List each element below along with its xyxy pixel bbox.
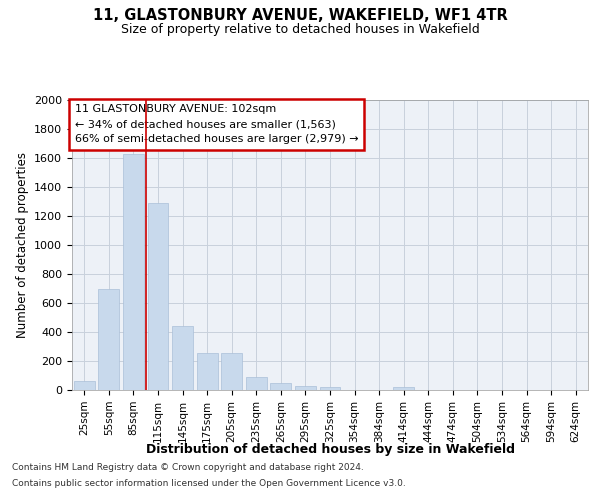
Bar: [123, 154, 144, 390]
Bar: [320, 387, 340, 390]
Text: Contains public sector information licensed under the Open Government Licence v3: Contains public sector information licen…: [12, 478, 406, 488]
Bar: [271, 383, 292, 390]
Text: Size of property relative to detached houses in Wakefield: Size of property relative to detached ho…: [121, 22, 479, 36]
Bar: [221, 353, 242, 390]
Bar: [172, 326, 193, 390]
Bar: [246, 377, 267, 390]
Text: 11, GLASTONBURY AVENUE, WAKEFIELD, WF1 4TR: 11, GLASTONBURY AVENUE, WAKEFIELD, WF1 4…: [92, 8, 508, 22]
Bar: [74, 382, 95, 390]
Text: Contains HM Land Registry data © Crown copyright and database right 2024.: Contains HM Land Registry data © Crown c…: [12, 464, 364, 472]
Bar: [98, 288, 119, 390]
Bar: [197, 353, 218, 390]
Bar: [295, 386, 316, 390]
Bar: [393, 387, 414, 390]
Bar: [148, 203, 169, 390]
Text: Distribution of detached houses by size in Wakefield: Distribution of detached houses by size …: [146, 442, 515, 456]
Y-axis label: Number of detached properties: Number of detached properties: [16, 152, 29, 338]
Text: 11 GLASTONBURY AVENUE: 102sqm
← 34% of detached houses are smaller (1,563)
66% o: 11 GLASTONBURY AVENUE: 102sqm ← 34% of d…: [74, 104, 358, 144]
